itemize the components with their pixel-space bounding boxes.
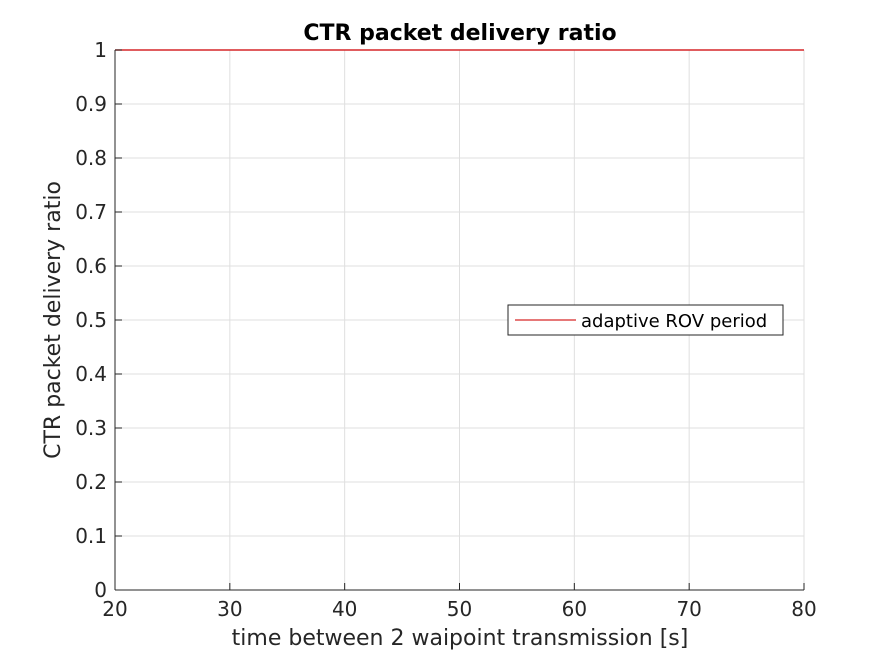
x-tick-label-60: 60 (562, 597, 587, 621)
y-tick-label-0.4: 0.4 (75, 362, 107, 386)
x-tick-label-80: 80 (791, 597, 816, 621)
x-tick-label-20: 20 (102, 597, 127, 621)
y-tick-label-1: 1 (94, 38, 107, 62)
y-tick-label-0.7: 0.7 (75, 200, 107, 224)
y-tick-label-0.9: 0.9 (75, 92, 107, 116)
y-tick-label-0.2: 0.2 (75, 470, 107, 494)
y-axis-label: CTR packet delivery ratio (41, 181, 66, 459)
y-tick-label-0: 0 (94, 578, 107, 602)
y-tick-label-0.6: 0.6 (75, 254, 107, 278)
legend: adaptive ROV period (507, 304, 784, 336)
y-tick-label-0.3: 0.3 (75, 416, 107, 440)
legend-label-adaptive-rov-period: adaptive ROV period (581, 311, 767, 332)
x-ticks: 20 30 40 50 60 70 80 (102, 583, 817, 621)
y-ticks: 0 0.1 0.2 0.3 0.4 0.5 0.6 0.7 0.8 0.9 1 (75, 38, 122, 602)
x-tick-label-40: 40 (332, 597, 357, 621)
x-tick-label-30: 30 (217, 597, 242, 621)
x-axis-label: time between 2 waipoint transmission [s] (232, 626, 689, 651)
chart-title: CTR packet delivery ratio (303, 21, 616, 46)
y-tick-label-0.5: 0.5 (75, 308, 107, 332)
x-tick-label-50: 50 (447, 597, 472, 621)
y-tick-label-0.8: 0.8 (75, 146, 107, 170)
x-tick-label-70: 70 (676, 597, 701, 621)
y-tick-label-0.1: 0.1 (75, 524, 107, 548)
